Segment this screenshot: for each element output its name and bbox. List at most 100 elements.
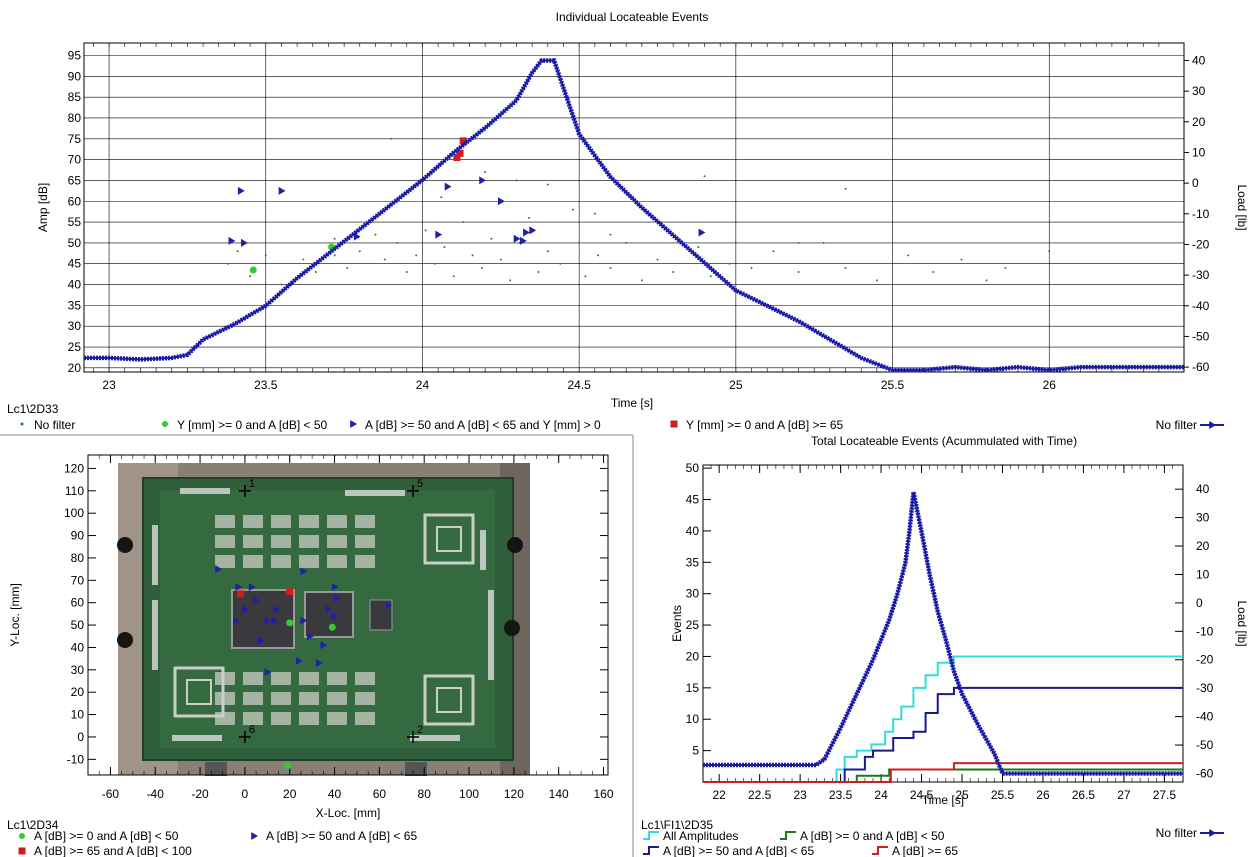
right-y2-tick-label: -10	[1196, 624, 1214, 638]
top-blue-triangle-point	[241, 238, 248, 247]
right-chart: Total Locateable Events (Acummulated wit…	[632, 434, 1249, 857]
board-pad-array	[355, 712, 375, 725]
right-y2-axis-label: Load [lb]	[1235, 600, 1249, 646]
left-x-tick-label: 20	[283, 787, 297, 801]
top-dataset-label: Lc1\2D33	[7, 402, 59, 416]
top-y-tick-label: 20	[68, 361, 82, 375]
top-blue-triangle-point	[479, 176, 487, 185]
top-no-filter-point	[546, 250, 549, 253]
top-legend-label: A [dB] >= 50 and A [dB] < 65 and Y [mm] …	[365, 418, 601, 432]
left-legend-label: A [dB] >= 0 and A [dB] < 50	[34, 829, 179, 843]
board-pad-array	[271, 555, 291, 568]
right-y-axis-label: Events	[670, 605, 684, 642]
left-y-tick-label: 10	[71, 708, 85, 722]
board-pad-array	[271, 692, 291, 705]
right-legend-label: A [dB] >= 65	[892, 844, 958, 857]
right-series-a-db-50-and-a-db-65	[703, 686, 1183, 783]
top-no-filter-point	[656, 258, 659, 261]
top-no-filter-point	[452, 275, 455, 278]
left-blue-triangle-point	[295, 656, 303, 665]
right-legend-line-marker	[872, 846, 888, 855]
board-connector-strip	[180, 488, 230, 494]
board-pad-array	[215, 712, 235, 725]
board-connector-strip	[480, 530, 486, 570]
board-chip-second	[304, 591, 354, 638]
left-y-tick-label: 80	[71, 551, 85, 565]
top-chart-title: Individual Locateable Events	[556, 10, 709, 24]
top-chart: Individual Locateable Events 20 25 30 35 40 45…	[7, 10, 1249, 432]
top-no-filter-point	[509, 279, 512, 282]
top-no-filter-point	[571, 208, 574, 211]
top-x-tick-label: 24.5	[567, 378, 591, 392]
left-blue-triangle-point	[333, 594, 341, 603]
top-no-filter-point	[709, 275, 712, 278]
top-y2-tick-label: 0	[1192, 176, 1199, 190]
left-chart: -60 -40 -20 0 20 40 60 80 100 120 140 160-100102030…	[0, 434, 633, 857]
top-y-tick-label: 45	[68, 257, 82, 271]
board-pad-array	[327, 672, 347, 685]
board-pad-array	[327, 555, 347, 568]
top-no-filter-point	[433, 262, 436, 265]
top-legend-dot-marker	[20, 422, 24, 426]
right-x-tick-label: 23.5	[829, 788, 853, 802]
top-blue-triangle-point	[444, 182, 452, 191]
right-series-a-db-65	[703, 762, 1183, 783]
top-y2-tick-label: -40	[1192, 299, 1210, 313]
top-no-filter-point	[875, 279, 878, 282]
top-no-filter-point	[499, 258, 502, 261]
top-y2-tick-label: 40	[1192, 53, 1206, 67]
top-no-filter-point	[1004, 266, 1007, 269]
top-no-filter-point	[515, 179, 518, 182]
right-x-tick-label: 27.5	[1153, 788, 1177, 802]
board-pad-array	[243, 535, 263, 548]
top-x-tick-label: 23	[102, 378, 116, 392]
board-pad-array	[299, 672, 319, 685]
left-x-tick-label: 60	[373, 787, 387, 801]
right-legend-label: A [dB] >= 50 and A [dB] < 65	[663, 844, 814, 857]
left-blue-triangle-point	[271, 616, 279, 625]
board-pad-array	[327, 515, 347, 528]
board-connector-strip	[345, 490, 405, 496]
top-no-filter-point	[797, 271, 800, 274]
right-legend-line-marker	[780, 831, 796, 840]
top-no-filter-point	[750, 266, 753, 269]
top-no-filter-point	[333, 254, 336, 257]
left-y-tick-label: -10	[67, 752, 85, 766]
board-pad-array	[215, 672, 235, 685]
board-pad-array	[355, 555, 375, 568]
top-no-filter-point	[374, 233, 377, 236]
top-no-filter-point	[797, 241, 800, 244]
right-y-tick-label: 40	[686, 524, 700, 538]
left-x-tick-label: -60	[102, 787, 120, 801]
board-bga-footprint	[423, 513, 475, 565]
top-legend-circle-marker	[162, 421, 168, 427]
board-pad-array	[355, 672, 375, 685]
board-foot	[205, 762, 227, 776]
left-blue-triangle-point	[273, 605, 281, 614]
top-no-filter-point	[537, 271, 540, 274]
top-red-square-point	[459, 137, 467, 145]
right-y2-tick-label: 20	[1196, 539, 1210, 553]
top-legend-square-marker	[670, 420, 678, 428]
left-y-tick-label: 60	[71, 596, 85, 610]
left-plot-frame	[87, 454, 609, 776]
right-plot-frame	[702, 464, 1184, 783]
board-chip-main	[231, 589, 295, 649]
top-legend-triangle-marker	[350, 420, 357, 428]
left-legend-circle-marker	[19, 833, 25, 839]
mount-hole	[117, 632, 133, 648]
top-x-tick-label: 26	[1043, 378, 1057, 392]
right-y2-tick-label: -20	[1196, 653, 1214, 667]
right-y-tick-label: 25	[686, 618, 700, 632]
board-connector-strip	[172, 735, 222, 741]
top-no-filter-point	[236, 250, 239, 253]
top-legend-label: No filter	[34, 418, 75, 432]
board-pad-array	[243, 712, 263, 725]
top-load-line-core	[84, 59, 1184, 372]
left-blue-triangle-point	[316, 659, 323, 668]
right-x-tick-label: 24.5	[910, 788, 934, 802]
right-y-tick-label: 45	[686, 493, 700, 507]
sensor-label: 1	[249, 478, 255, 490]
top-no-filter-point	[346, 266, 349, 269]
top-no-filter-point	[960, 258, 963, 261]
